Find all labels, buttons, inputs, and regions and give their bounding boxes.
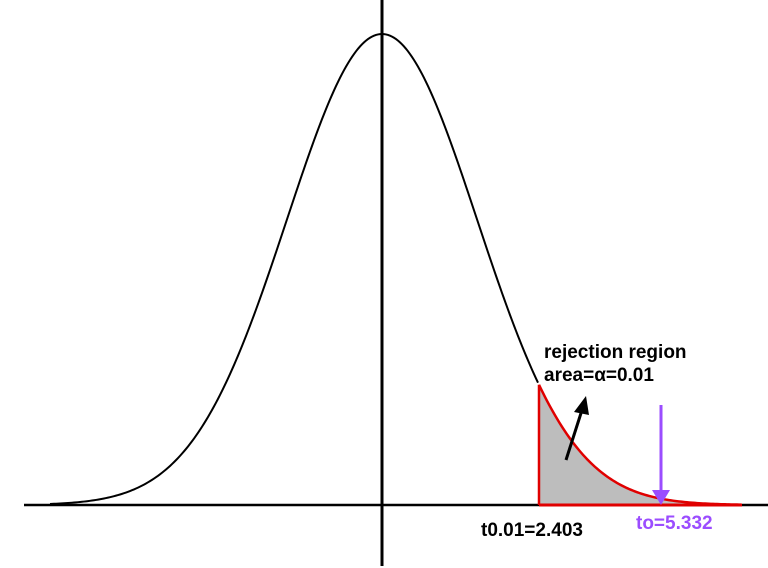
rejection-region-title: rejection region xyxy=(544,342,687,363)
area-label: area=α=0.01 xyxy=(544,365,654,386)
arrow-icon xyxy=(564,396,589,461)
rejection-region-label: rejection region area=α=0.01 xyxy=(544,341,687,387)
bell-curve xyxy=(49,32,539,505)
critical-value-label: t0.01=2.403 xyxy=(481,520,583,541)
test-statistic-label: to=5.332 xyxy=(636,513,713,534)
test-statistic-arrow-icon xyxy=(652,405,670,505)
rejection-region-fill xyxy=(539,384,742,505)
